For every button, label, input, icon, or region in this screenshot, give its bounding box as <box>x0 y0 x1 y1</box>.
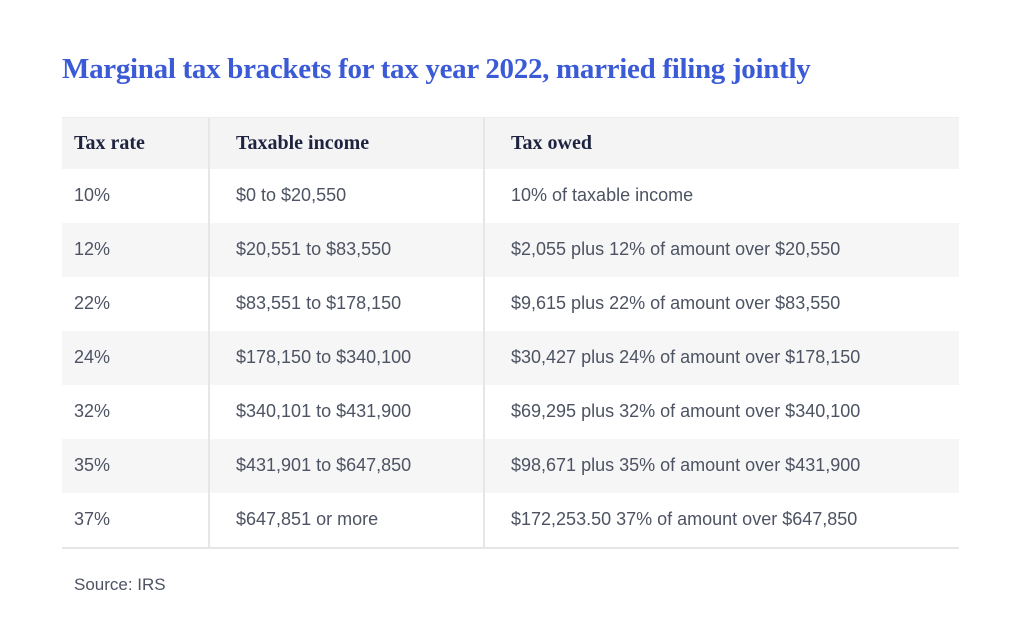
cell-taxable-income: $340,101 to $431,900 <box>208 384 483 439</box>
table-row: 10% $0 to $20,550 10% of taxable income <box>62 168 959 223</box>
cell-tax-rate: 24% <box>74 347 111 368</box>
cell-tax-rate: 35% <box>74 455 111 476</box>
table-header-row: Tax rate Taxable income Tax owed <box>62 117 959 169</box>
cell-taxable-income: $647,851 or more <box>208 492 483 547</box>
cell-tax-rate: 10% <box>74 185 111 206</box>
header-cell-taxable-income: Taxable income <box>208 117 483 169</box>
header-cell-tax-owed: Tax owed <box>483 117 959 169</box>
page-title: Marginal tax brackets for tax year 2022,… <box>62 53 811 85</box>
cell-tax-owed: $98,671 plus 35% of amount over $431,900 <box>483 438 959 493</box>
cell-tax-rate: 22% <box>74 293 111 314</box>
cell-tax-rate: 37% <box>74 509 111 530</box>
table-row: 12% $20,551 to $83,550 $2,055 plus 12% o… <box>62 222 959 277</box>
table-row: 24% $178,150 to $340,100 $30,427 plus 24… <box>62 330 959 385</box>
cell-tax-rate: 32% <box>74 401 111 422</box>
tax-brackets-table: Tax rate Taxable income Tax owed 10% $0 … <box>62 116 959 549</box>
cell-tax-owed: $172,253.50 37% of amount over $647,850 <box>483 492 959 547</box>
cell-tax-owed: $2,055 plus 12% of amount over $20,550 <box>483 222 959 277</box>
cell-taxable-income: $83,551 to $178,150 <box>208 276 483 331</box>
cell-taxable-income: $178,150 to $340,100 <box>208 330 483 385</box>
header-cell-tax-rate: Tax rate <box>74 131 145 154</box>
table-row: 37% $647,851 or more $172,253.50 37% of … <box>62 492 959 547</box>
cell-taxable-income: $431,901 to $647,850 <box>208 438 483 493</box>
table-row: 35% $431,901 to $647,850 $98,671 plus 35… <box>62 438 959 493</box>
content-area: Marginal tax brackets for tax year 2022,… <box>62 53 959 594</box>
cell-taxable-income: $20,551 to $83,550 <box>208 222 483 277</box>
cell-tax-owed: $30,427 plus 24% of amount over $178,150 <box>483 330 959 385</box>
cell-tax-rate: 12% <box>74 239 111 260</box>
cell-tax-owed: $9,615 plus 22% of amount over $83,550 <box>483 276 959 331</box>
table-row: 32% $340,101 to $431,900 $69,295 plus 32… <box>62 384 959 439</box>
source-attribution: Source: IRS <box>74 574 166 594</box>
table-row: 22% $83,551 to $178,150 $9,615 plus 22% … <box>62 276 959 331</box>
cell-tax-owed: $69,295 plus 32% of amount over $340,100 <box>483 384 959 439</box>
cell-tax-owed: 10% of taxable income <box>483 168 959 223</box>
cell-taxable-income: $0 to $20,550 <box>208 168 483 223</box>
